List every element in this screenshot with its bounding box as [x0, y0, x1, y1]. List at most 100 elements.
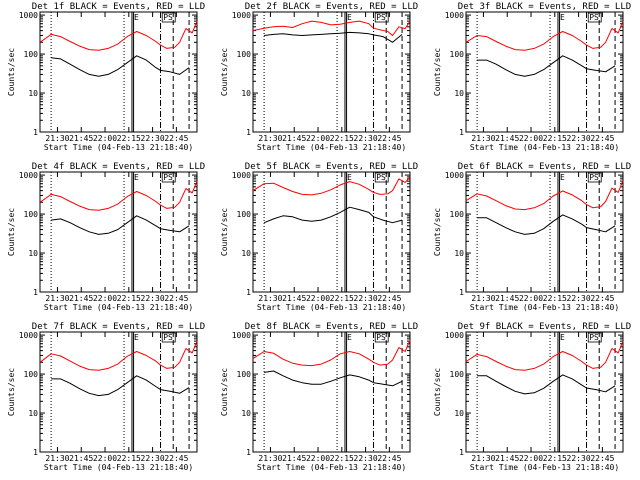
x-tick-label: 22:30: [141, 134, 165, 143]
y-tick-label: 100: [450, 210, 465, 219]
det-5-chart: Det 5f BLACK = Events, RED = LLD 1 10 100 10…: [220, 162, 418, 312]
series-lld: [465, 180, 624, 211]
marker-e: E: [347, 173, 352, 182]
x-tick-label: 22:45: [377, 134, 401, 143]
series-lld: [465, 20, 624, 51]
y-tick-label: 100: [450, 370, 465, 379]
y-axis-label: Counts/sec: [7, 48, 16, 96]
det-1-chart: Det 1f BLACK = Events, RED = LLD 1 10 100 10…: [7, 2, 205, 152]
marker-ps: PS: [163, 13, 173, 22]
series-lld: [465, 340, 624, 371]
x-tick-label: 22:00: [306, 294, 330, 303]
x-tick-label: 22:15: [543, 134, 567, 143]
x-tick-label: 22:00: [519, 294, 543, 303]
plot-frame: [252, 331, 411, 453]
x-tick-label: 22:45: [377, 294, 401, 303]
marker-ps-box: [161, 332, 176, 343]
y-axis-label: Counts/sec: [433, 368, 442, 416]
det-7-chart: Det 7f BLACK = Events, RED = LLD 1 10 100 10…: [7, 322, 205, 472]
chart-title: Det 5f BLACK = Events, RED = LLD: [245, 162, 418, 172]
x-axis-label: Start Time (04-Feb-13 21:18:40): [470, 143, 619, 152]
x-tick-label: 21:45: [282, 294, 306, 303]
y-tick-label: 1: [459, 128, 464, 137]
x-tick-label: 22:15: [330, 294, 354, 303]
x-axis-label: Start Time (04-Feb-13 21:18:40): [470, 303, 619, 312]
marker-ps: PS: [163, 333, 173, 342]
marker-ps-box: [587, 332, 602, 343]
y-tick-label: 1000: [19, 331, 38, 340]
x-tick-label: 22:30: [567, 454, 591, 463]
y-axis-label: Counts/sec: [7, 368, 16, 416]
x-axis-label: Start Time (04-Feb-13 21:18:40): [44, 143, 193, 152]
y-axis-label: Counts/sec: [220, 208, 229, 256]
y-tick-label: 1: [33, 448, 38, 457]
x-tick-label: 22:30: [354, 454, 378, 463]
x-tick-label: 22:45: [164, 294, 188, 303]
det-4-chart: Det 4f BLACK = Events, RED = LLD 1 10 100 10…: [7, 162, 205, 312]
y-tick-label: 1000: [19, 171, 38, 180]
series-events: [51, 215, 190, 235]
plot-frame: [465, 11, 624, 133]
x-tick-label: 22:00: [93, 454, 117, 463]
x-tick-label: 21:45: [282, 454, 306, 463]
y-tick-label: 100: [237, 370, 252, 379]
y-tick-label: 1000: [232, 171, 251, 180]
y-tick-label: 10: [28, 89, 38, 98]
plot-frame: [39, 331, 198, 453]
marker-ps: PS: [589, 13, 599, 22]
x-tick-label: 22:30: [141, 454, 165, 463]
marker-ps: PS: [589, 333, 599, 342]
y-tick-label: 1000: [445, 11, 464, 20]
x-tick-label: 22:00: [306, 134, 330, 143]
series-lld: [252, 176, 411, 196]
y-tick-label: 1000: [232, 11, 251, 20]
marker-e: E: [134, 13, 139, 22]
plot-frame: [39, 171, 198, 293]
series-events: [477, 55, 616, 77]
x-tick-label: 22:00: [519, 134, 543, 143]
x-tick-label: 22:15: [330, 454, 354, 463]
marker-ps-box: [374, 332, 389, 343]
series-events: [263, 206, 403, 224]
x-tick-label: 22:00: [93, 294, 117, 303]
series-lld: [39, 180, 198, 211]
x-tick-label: 21:30: [45, 454, 69, 463]
plot-frame: [465, 171, 624, 293]
x-tick-label: 22:30: [567, 134, 591, 143]
det-9-chart: Det 9f BLACK = Events, RED = LLD 1 10 100 10…: [433, 322, 631, 472]
plot-frame: [39, 11, 198, 133]
y-axis-label: Counts/sec: [7, 208, 16, 256]
x-tick-label: 21:30: [258, 294, 282, 303]
y-tick-label: 1: [246, 128, 251, 137]
x-tick-label: 22:45: [590, 134, 614, 143]
y-axis-label: Counts/sec: [433, 48, 442, 96]
x-tick-label: 21:30: [258, 454, 282, 463]
x-tick-label: 22:15: [330, 134, 354, 143]
x-tick-label: 21:45: [69, 454, 93, 463]
x-tick-label: 21:45: [69, 294, 93, 303]
x-tick-label: 21:45: [495, 134, 519, 143]
series-events: [51, 55, 190, 77]
series-events: [477, 214, 616, 235]
y-axis-label: Counts/sec: [433, 208, 442, 256]
marker-ps-box: [161, 172, 176, 183]
x-tick-label: 22:45: [164, 134, 188, 143]
series-events: [477, 374, 616, 395]
y-tick-label: 100: [450, 50, 465, 59]
series-lld: [252, 339, 411, 367]
y-tick-label: 1000: [445, 331, 464, 340]
y-tick-label: 10: [454, 89, 464, 98]
plot-frame: [465, 331, 624, 453]
y-tick-label: 1000: [232, 331, 251, 340]
chart-title: Det 6f BLACK = Events, RED = LLD: [458, 162, 631, 172]
marker-e: E: [134, 333, 139, 342]
x-tick-label: 22:45: [164, 454, 188, 463]
marker-ps: PS: [589, 173, 599, 182]
x-axis-label: Start Time (04-Feb-13 21:18:40): [44, 303, 193, 312]
x-tick-label: 22:00: [519, 454, 543, 463]
x-tick-label: 21:30: [471, 134, 495, 143]
chart-title: Det 2f BLACK = Events, RED = LLD: [245, 2, 418, 12]
marker-e: E: [347, 333, 352, 342]
y-tick-label: 1000: [445, 171, 464, 180]
